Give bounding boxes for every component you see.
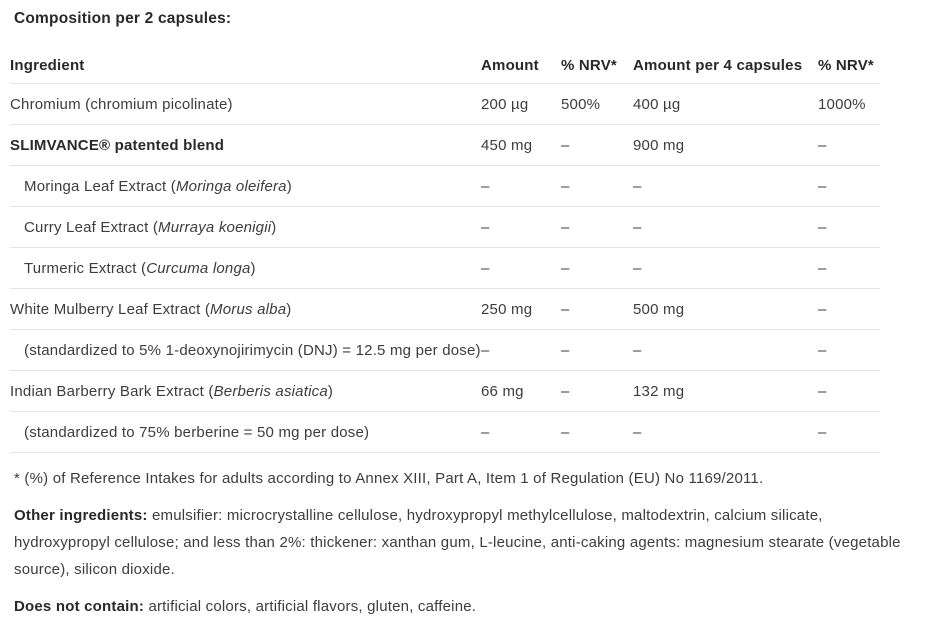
ingredient-name: (standardized to 5% 1-deoxynojirimycin (… [24, 341, 481, 359]
ingredient-name-suffix: ) [286, 300, 292, 318]
amount-4-capsules-cell: 132 mg [633, 370, 818, 412]
ingredient-name: Curry Leaf Extract ( [24, 218, 159, 236]
col-header-ingredient: Ingredient [10, 48, 481, 84]
other-ingredients-text: emulsifier: microcrystalline cellulose, … [14, 507, 901, 578]
table-row: Chromium (chromium picolinate) 200 µg 50… [10, 83, 880, 125]
ingredient-cell: Turmeric Extract (Curcuma longa) [10, 247, 481, 289]
table-row: Turmeric Extract (Curcuma longa) – – – – [10, 247, 880, 289]
amount-cell: – [481, 411, 561, 453]
col-header-amount: Amount [481, 48, 561, 84]
nrv-cell: – [561, 247, 633, 289]
ingredient-name: Moringa Leaf Extract ( [24, 177, 176, 195]
amount-4-capsules-cell: 400 µg [633, 83, 818, 125]
ingredient-name: Indian Barberry Bark Extract ( [10, 382, 214, 400]
composition-table: Ingredient Amount % NRV* Amount per 4 ca… [10, 48, 880, 453]
ingredient-name: Turmeric Extract ( [24, 259, 147, 277]
does-not-contain-label: Does not contain: [14, 598, 145, 615]
nrv-cell: – [561, 411, 633, 453]
ingredient-latin-name: Murraya koenigii [158, 218, 272, 236]
ingredient-name: Chromium (chromium picolinate) [10, 95, 233, 113]
ingredient-cell: (standardized to 5% 1-deoxynojirimycin (… [10, 329, 481, 371]
amount-cell: – [481, 206, 561, 248]
ingredient-name-suffix: ) [250, 259, 256, 277]
table-row: Indian Barberry Bark Extract (Berberis a… [10, 370, 880, 412]
ingredient-name-suffix: ) [327, 382, 334, 400]
amount-cell: – [481, 165, 561, 207]
ingredient-cell: Chromium (chromium picolinate) [10, 83, 481, 125]
header-row: Ingredient Amount % NRV* Amount per 4 ca… [10, 48, 880, 84]
nrv-4-capsules-cell: – [818, 165, 880, 207]
col-header-nrv: % NRV* [561, 48, 633, 84]
nrv-cell: – [561, 329, 633, 371]
nrv-4-capsules-cell: – [818, 411, 880, 453]
composition-table-header: Ingredient Amount % NRV* Amount per 4 ca… [10, 48, 880, 84]
nrv-4-capsules-cell: – [818, 288, 880, 330]
nrv-footnote: * (%) of Reference Intakes for adults ac… [14, 470, 764, 487]
nrv-4-capsules-cell: – [818, 329, 880, 371]
ingredient-cell: White Mulberry Leaf Extract (Morus alba) [10, 288, 481, 330]
nrv-cell: – [561, 206, 633, 248]
ingredient-name-suffix: ) [286, 177, 292, 195]
amount-cell: 66 mg [481, 370, 561, 412]
nrv-cell: – [561, 288, 633, 330]
composition-table-body: Chromium (chromium picolinate) 200 µg 50… [10, 83, 880, 453]
ingredient-name: SLIMVANCE® patented blend [10, 136, 225, 154]
ingredient-cell: SLIMVANCE® patented blend [10, 124, 481, 166]
table-row: Curry Leaf Extract (Murraya koenigii) – … [10, 206, 880, 248]
other-ingredients-paragraph: Other ingredients: emulsifier: microcrys… [14, 502, 919, 583]
amount-4-capsules-cell: – [633, 165, 818, 207]
ingredient-cell: Indian Barberry Bark Extract (Berberis a… [10, 370, 481, 412]
amount-cell: – [481, 329, 561, 371]
ingredient-latin-name: Morus alba [210, 300, 287, 318]
nrv-cell: – [561, 124, 633, 166]
nrv-4-capsules-cell: – [818, 247, 880, 289]
ingredient-name: (standardized to 75% berberine = 50 mg p… [24, 423, 370, 441]
table-row: (standardized to 75% berberine = 50 mg p… [10, 411, 880, 453]
other-ingredients-label: Other ingredients: [14, 507, 148, 524]
col-header-nrv-4-capsules: % NRV* [818, 48, 880, 84]
ingredient-latin-name: Moringa oleifera [175, 177, 287, 195]
nrv-cell: – [561, 165, 633, 207]
table-row: (standardized to 5% 1-deoxynojirimycin (… [10, 329, 880, 371]
amount-4-capsules-cell: – [633, 247, 818, 289]
nrv-cell: 500% [561, 83, 633, 125]
ingredient-name: White Mulberry Leaf Extract ( [10, 300, 211, 318]
amount-cell: 450 mg [481, 124, 561, 166]
does-not-contain-paragraph: Does not contain: artificial colors, art… [14, 593, 919, 620]
ingredient-latin-name: Berberis asiatica [213, 382, 328, 400]
amount-4-capsules-cell: – [633, 206, 818, 248]
nrv-4-capsules-cell: – [818, 206, 880, 248]
amount-4-capsules-cell: 900 mg [633, 124, 818, 166]
footnotes-section: * (%) of Reference Intakes for adults ac… [14, 465, 919, 620]
nrv-4-capsules-cell: 1000% [818, 83, 880, 125]
table-row: SLIMVANCE® patented blend 450 mg – 900 m… [10, 124, 880, 166]
nrv-4-capsules-cell: – [818, 370, 880, 412]
nrv-4-capsules-cell: – [818, 124, 880, 166]
ingredient-cell: Moringa Leaf Extract (Moringa oleifera) [10, 165, 481, 207]
amount-4-capsules-cell: 500 mg [633, 288, 818, 330]
amount-cell: – [481, 247, 561, 289]
ingredient-cell: Curry Leaf Extract (Murraya koenigii) [10, 206, 481, 248]
ingredient-latin-name: Curcuma longa [146, 259, 251, 277]
does-not-contain-text: artificial colors, artificial flavors, g… [144, 598, 477, 615]
table-row: White Mulberry Leaf Extract (Morus alba)… [10, 288, 880, 330]
col-header-amount-4-capsules: Amount per 4 capsules [633, 48, 818, 84]
amount-cell: 200 µg [481, 83, 561, 125]
page-title: Composition per 2 capsules: [14, 10, 232, 27]
nrv-cell: – [561, 370, 633, 412]
amount-cell: 250 mg [481, 288, 561, 330]
amount-4-capsules-cell: – [633, 329, 818, 371]
ingredient-cell: (standardized to 75% berberine = 50 mg p… [10, 411, 481, 453]
composition-page: Composition per 2 capsules: Ingredient A… [10, 10, 901, 615]
ingredient-name-suffix: ) [271, 218, 277, 236]
table-row: Moringa Leaf Extract (Moringa oleifera) … [10, 165, 880, 207]
amount-4-capsules-cell: – [633, 411, 818, 453]
